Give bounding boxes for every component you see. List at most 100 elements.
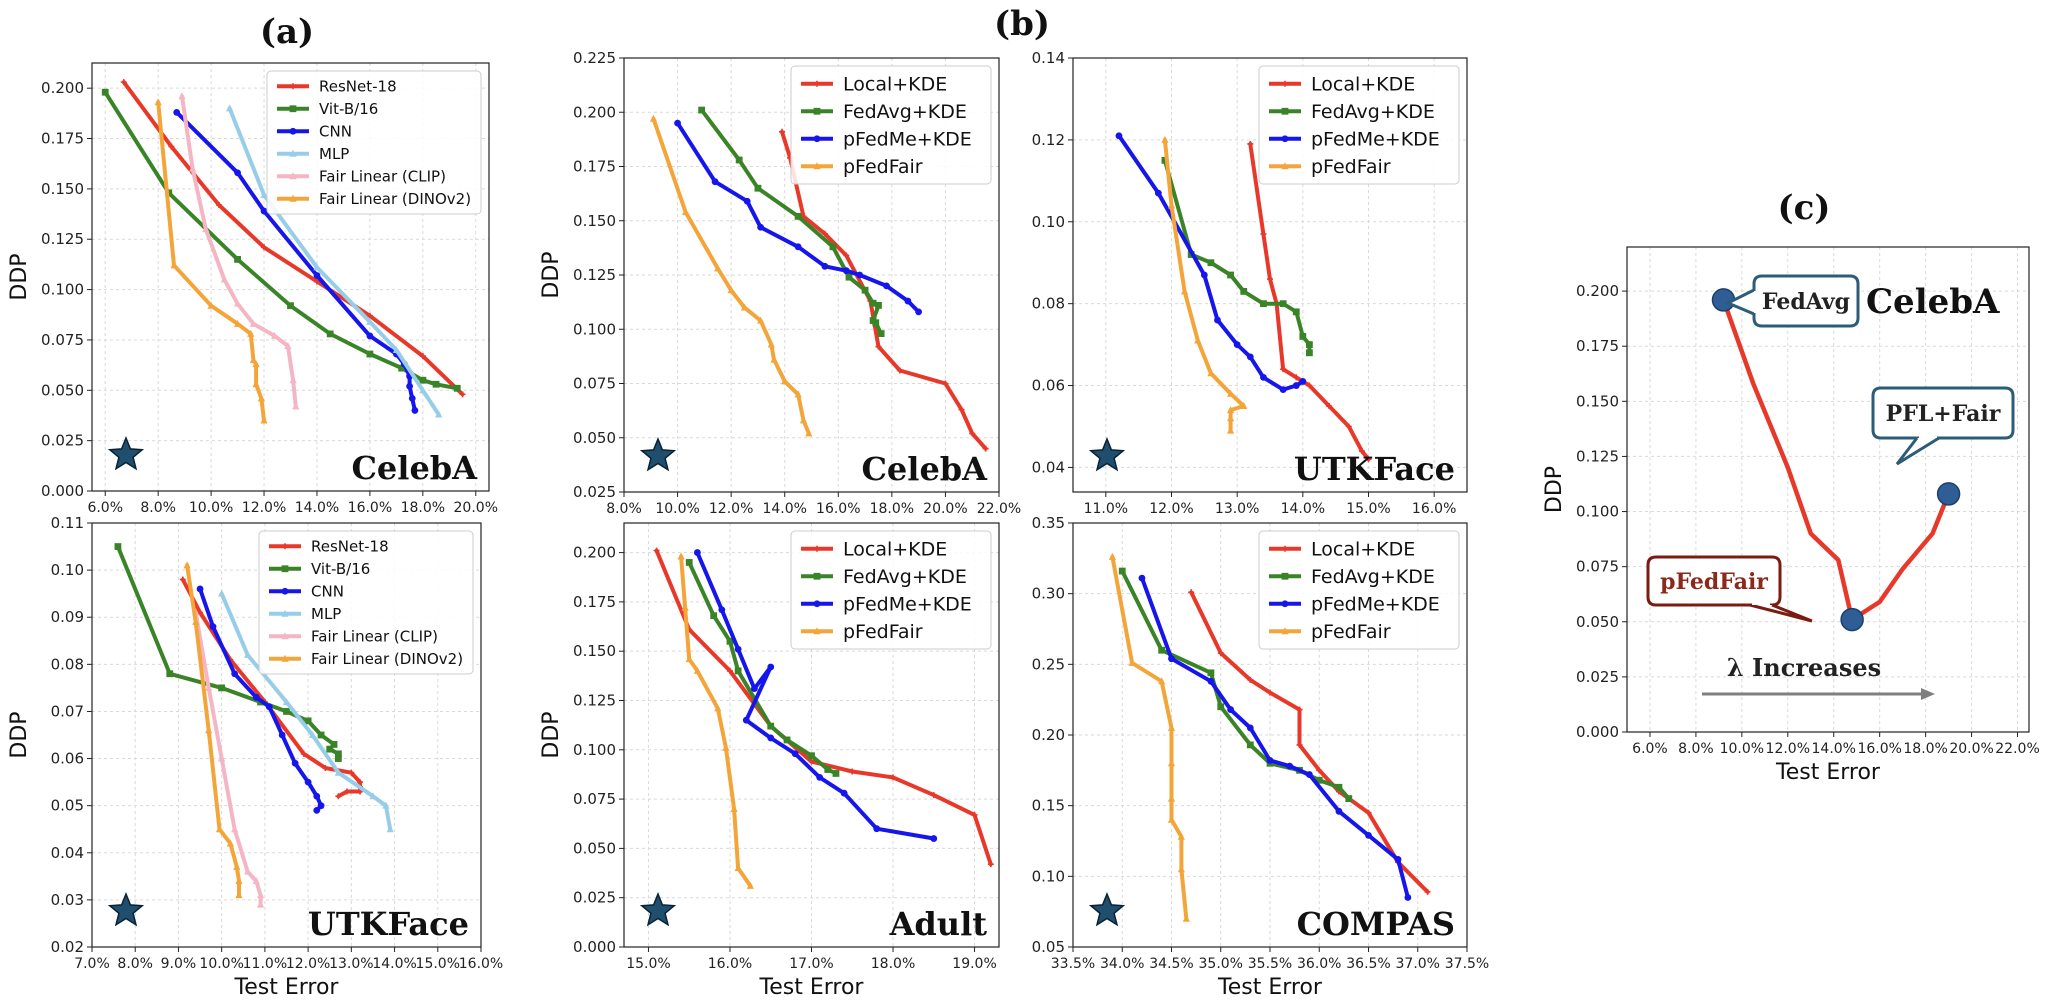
dataset-label: CelebA xyxy=(1866,282,2000,322)
y-tick-label: 0.10 xyxy=(51,561,84,579)
x-tick-label: 8.0% xyxy=(606,501,642,517)
data-point xyxy=(1293,374,1300,381)
data-point xyxy=(843,252,850,259)
data-point xyxy=(987,861,994,868)
legend: Local+KDE FedAvg+KDE pFedMe+KDE pFedFair xyxy=(790,530,992,650)
data-point xyxy=(1240,287,1248,295)
x-tick-label: 14.0% xyxy=(1281,501,1325,517)
data-point xyxy=(1246,353,1254,361)
data-point xyxy=(291,759,299,767)
data-point xyxy=(260,416,268,424)
data-point xyxy=(781,377,789,385)
data-point xyxy=(234,255,241,263)
series-line xyxy=(1120,569,1351,801)
data-point xyxy=(179,576,186,583)
star-icon xyxy=(639,891,677,927)
data-point xyxy=(1365,456,1372,463)
data-point xyxy=(271,331,279,339)
chart-c-diagram: 6.0% 8.0% 10.0% 12.0% 14.0% 16.0% 18.0% 20.0% 22… xyxy=(1542,246,2040,785)
legend-marker xyxy=(813,627,821,635)
data-point xyxy=(326,330,334,338)
y-tick-label: 0.04 xyxy=(51,844,84,862)
series-fedavg-kde xyxy=(698,106,885,337)
y-tick-label: 0.000 xyxy=(41,482,84,500)
data-point xyxy=(1138,574,1146,582)
data-point xyxy=(1358,448,1365,455)
series-line xyxy=(180,94,298,409)
data-point xyxy=(794,213,802,220)
x-tick-label: 20.0% xyxy=(923,501,967,517)
callout-fedavg-tail xyxy=(1724,288,1755,316)
x-tick-label: 18.0% xyxy=(871,956,915,972)
x-tick-label: 16.0% xyxy=(1857,741,1901,757)
data-point xyxy=(904,297,912,305)
data-point xyxy=(313,806,321,814)
x-tick-label: 16.0% xyxy=(1412,501,1456,517)
data-point xyxy=(1335,783,1343,791)
dataset-label: CelebA xyxy=(861,450,988,488)
data-point xyxy=(1194,336,1202,344)
data-point xyxy=(366,350,374,358)
data-point xyxy=(284,341,292,349)
y-tick-label: 0.200 xyxy=(41,79,84,97)
data-point xyxy=(1217,703,1225,711)
y-tick-label: 0.07 xyxy=(51,702,84,720)
data-point xyxy=(971,811,978,818)
legend-label: Vit-B/16 xyxy=(319,100,378,118)
data-point xyxy=(1188,589,1195,596)
data-point xyxy=(202,225,210,233)
data-point xyxy=(872,319,880,327)
legend-box xyxy=(790,65,992,185)
y-tick-label: 0.025 xyxy=(573,889,616,907)
data-point xyxy=(216,201,223,208)
legend-marker xyxy=(282,543,288,550)
data-point xyxy=(215,825,224,833)
data-point xyxy=(249,356,258,364)
data-point xyxy=(1158,677,1166,685)
y-tick-label: 0.05 xyxy=(1032,938,1065,956)
data-point xyxy=(1266,757,1274,764)
data-point xyxy=(386,825,394,833)
data-point xyxy=(1207,669,1215,677)
data-point xyxy=(313,272,321,279)
y-tick-label: 0.08 xyxy=(1032,295,1065,313)
legend-label: Fair Linear (DINOv2) xyxy=(319,190,471,208)
x-tick-label: 9.0% xyxy=(161,956,197,972)
series-line xyxy=(1117,133,1305,392)
data-point xyxy=(406,382,413,390)
legend-box xyxy=(790,530,992,650)
data-point xyxy=(154,98,162,106)
x-tick-label: 36.0% xyxy=(1297,956,1341,972)
data-point xyxy=(1424,888,1431,895)
series-pfedme-kde xyxy=(1115,132,1307,394)
series-line xyxy=(695,550,936,841)
data-point xyxy=(726,637,734,645)
data-point xyxy=(1227,426,1235,434)
y-tick-label: 0.100 xyxy=(41,281,84,299)
y-tick-label: 0.35 xyxy=(1032,514,1065,532)
data-point xyxy=(1108,552,1116,560)
y-tick-label: 0.03 xyxy=(51,891,84,909)
data-point xyxy=(1394,855,1402,863)
data-point xyxy=(1247,676,1254,683)
data-point xyxy=(252,693,260,701)
series-line xyxy=(156,100,266,423)
x-tick-label: 35.0% xyxy=(1199,956,1243,972)
series-line xyxy=(121,80,465,397)
data-point xyxy=(419,376,427,384)
star-icon xyxy=(639,436,677,472)
lambda-arrow-head xyxy=(1921,688,1935,700)
legend-label: CNN xyxy=(311,583,344,601)
data-point xyxy=(1267,276,1273,283)
data-point xyxy=(1365,831,1372,839)
x-tick-label: 16.0% xyxy=(708,956,752,972)
y-tick-label: 0.025 xyxy=(41,432,84,450)
data-point xyxy=(1128,658,1136,666)
x-tick-label: 12.0% xyxy=(709,501,753,517)
data-point xyxy=(1246,741,1254,749)
legend: Local+KDE FedAvg+KDE pFedMe+KDE pFedFair xyxy=(790,65,992,185)
data-point xyxy=(1260,231,1267,238)
y-tick-label: 0.175 xyxy=(41,130,84,148)
y-axis-label: DDP xyxy=(539,711,564,758)
